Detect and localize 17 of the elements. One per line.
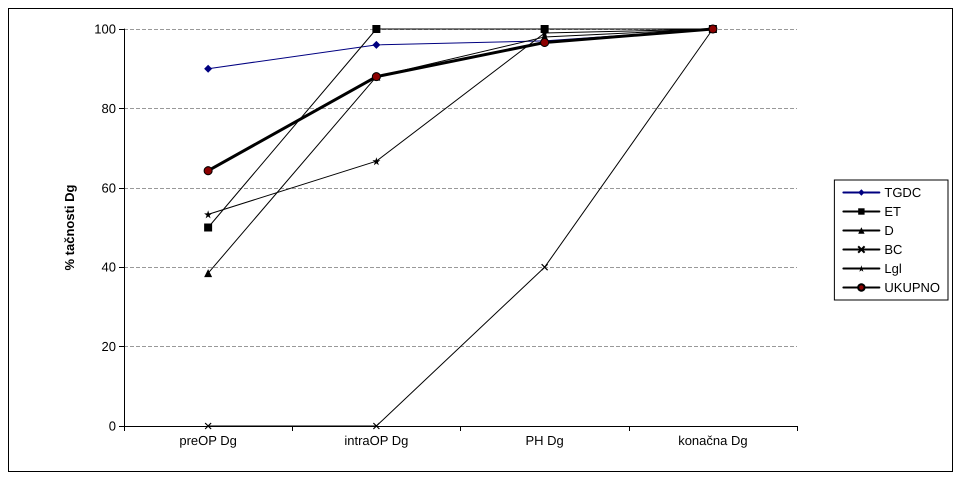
legend-label: TGDC — [884, 185, 922, 200]
legend-label: BC — [884, 242, 902, 257]
y-tick-label: 80 — [102, 100, 116, 116]
legend-label: Lgl — [884, 261, 902, 276]
x-tick-label: konačna Dg — [678, 433, 748, 448]
y-tick-label: 60 — [102, 180, 116, 196]
x-tick-label: intraOP Dg — [344, 433, 408, 448]
y-tick-label: 100 — [94, 22, 116, 36]
y-tick-label: 0 — [108, 418, 116, 434]
y-axis-title: % tačnosti Dg — [62, 184, 77, 270]
legend-label: ET — [884, 204, 902, 219]
legend-label: D — [884, 223, 894, 238]
y-tick-label: 40 — [102, 260, 116, 275]
x-tick-label: PH Dg — [525, 433, 564, 448]
y-tick-label: 20 — [102, 339, 116, 354]
x-tick-label: preOP Dg — [179, 433, 237, 448]
legend-label: UKUPNO — [884, 280, 940, 295]
